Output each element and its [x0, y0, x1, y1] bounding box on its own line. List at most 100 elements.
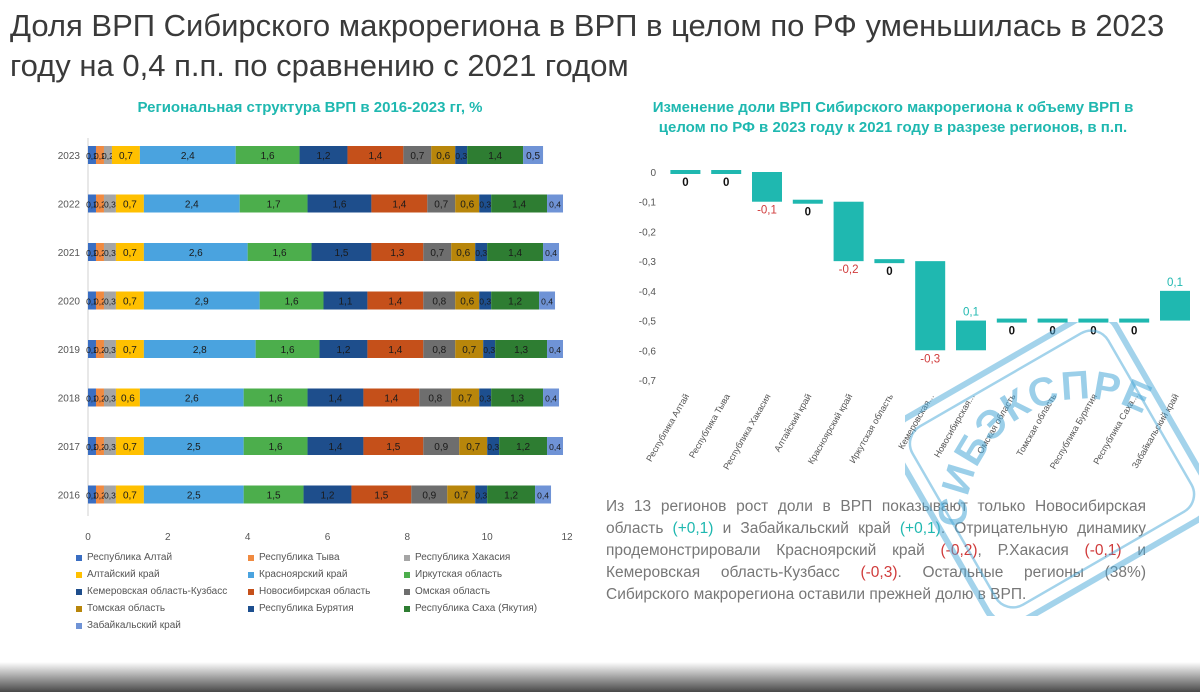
bar-segment: [143, 243, 248, 261]
bar-segment: [431, 146, 456, 164]
data-label: 0,4: [541, 297, 553, 307]
bar-segment: [143, 437, 244, 455]
data-label: 0,9: [422, 491, 436, 502]
stacked-bar-chart: 2023 0,20,20,2 0,7 2,4 1,6 1,2 1,4 0,7 0,6 0,3 1,4…: [58, 138, 573, 543]
data-label: 1,3: [510, 394, 524, 405]
data-label: 0,3: [104, 297, 116, 307]
legend-label: Забайкальский край: [87, 620, 181, 631]
x-tick-label: 10: [482, 532, 494, 543]
bar-value-label: 0: [1009, 326, 1015, 338]
data-label: 1,4: [508, 248, 522, 259]
bar-segment: [139, 146, 236, 164]
bar-segment: [103, 146, 112, 164]
data-label: 0,4: [549, 442, 561, 452]
data-label: 0,3: [487, 442, 499, 452]
legend-swatch: [404, 588, 410, 595]
legend-swatch: [248, 554, 254, 561]
bar-segment: [499, 437, 548, 455]
bar-segment: [95, 243, 104, 261]
data-label: 0,7: [123, 200, 137, 211]
bar-value-label: 0: [805, 207, 811, 219]
bar-segment: [319, 340, 368, 358]
waterfall-bar: [1160, 290, 1190, 321]
bar-segment: [423, 340, 456, 358]
bar-segment: [95, 146, 104, 164]
data-label: 0,2: [86, 491, 98, 501]
summary-positive-value: (+0,1): [899, 520, 941, 537]
bar-segment: [491, 194, 548, 213]
data-label: 2,5: [187, 491, 201, 502]
bar-segment: [459, 437, 488, 455]
data-label: 0,2: [94, 491, 106, 501]
data-label: 0,7: [454, 491, 468, 502]
data-label: 1,4: [388, 345, 402, 356]
data-label: 1,6: [269, 442, 283, 453]
bar-segment: [455, 146, 468, 164]
bar-segment: [235, 146, 300, 164]
y-tick-label: -0,2: [639, 227, 657, 238]
data-label: 0,2: [94, 248, 106, 258]
bar-value-label: 0,1: [1167, 277, 1183, 289]
video-bottom-bar: [0, 662, 1200, 692]
bar-segment: [547, 437, 564, 455]
waterfall-bar: [956, 320, 986, 351]
bar-segment: [403, 146, 432, 164]
data-label: 1,6: [281, 345, 295, 356]
legend-item: Республика Хакасия: [404, 552, 566, 563]
bar-value-label: -0,3: [920, 353, 940, 365]
bar-segment: [371, 194, 428, 213]
data-label: 0,2: [102, 151, 114, 161]
y-tick-label: -0,3: [639, 257, 657, 268]
data-label: 0,3: [104, 345, 116, 355]
data-label: 0,8: [432, 297, 446, 308]
data-label: 0,3: [479, 394, 491, 404]
bar-segment: [455, 291, 480, 310]
bar-segment: [479, 388, 492, 407]
bar-segment: [299, 146, 348, 164]
bar-segment: [115, 485, 144, 504]
data-label: 0,3: [479, 200, 491, 210]
bar-segment: [103, 194, 116, 213]
bar-segment: [423, 437, 460, 455]
bar-segment: [115, 388, 140, 407]
bar-segment: [487, 437, 500, 455]
data-label: 1,4: [329, 394, 343, 405]
legend-swatch: [76, 554, 82, 561]
bar-segment: [367, 291, 424, 310]
y-tick-label: -0,5: [639, 317, 657, 328]
y-tick-label: 0: [650, 168, 656, 179]
bar-segment: [139, 388, 244, 407]
x-tick-label: Новосибирская...: [932, 392, 977, 459]
data-label: 1,6: [285, 297, 299, 308]
bar-value-label: 0: [1049, 326, 1055, 338]
bar-segment: [95, 194, 104, 213]
bar-segment: [88, 388, 96, 407]
data-label: 1,2: [321, 491, 335, 502]
data-label: 0,7: [119, 151, 133, 162]
legend-label: Республика Бурятия: [259, 603, 354, 614]
x-tick-label: 12: [561, 532, 573, 543]
left-chart-title: Региональная структура ВРП в 2016-2023 г…: [137, 99, 483, 116]
data-label: 0,4: [545, 394, 557, 404]
legend-item: Республика Бурятия: [248, 603, 404, 614]
bar-segment: [111, 146, 140, 164]
bar-segment: [303, 485, 352, 504]
bar-value-label: 0,1: [963, 307, 979, 319]
x-tick-label: Томская область: [1015, 392, 1059, 458]
waterfall-bar: [874, 259, 905, 264]
bar-segment: [363, 437, 424, 455]
x-tick-label: Республика Саха...: [1091, 392, 1140, 466]
data-label: 0,7: [466, 442, 480, 453]
data-label: 1,1: [339, 297, 353, 308]
data-label: 0,2: [86, 151, 98, 161]
bar-segment: [487, 485, 536, 504]
x-tick-label: Алтайский край: [772, 392, 813, 454]
y-tick-label: 2023: [58, 151, 81, 162]
data-label: 2,8: [193, 345, 207, 356]
y-tick-label: -0,4: [639, 287, 657, 298]
bar-segment: [88, 243, 96, 261]
x-tick-label: Республика Хакасия: [721, 392, 773, 471]
data-label: 0,6: [456, 248, 470, 259]
data-label: 0,4: [537, 491, 549, 501]
data-label: 0,7: [123, 491, 137, 502]
